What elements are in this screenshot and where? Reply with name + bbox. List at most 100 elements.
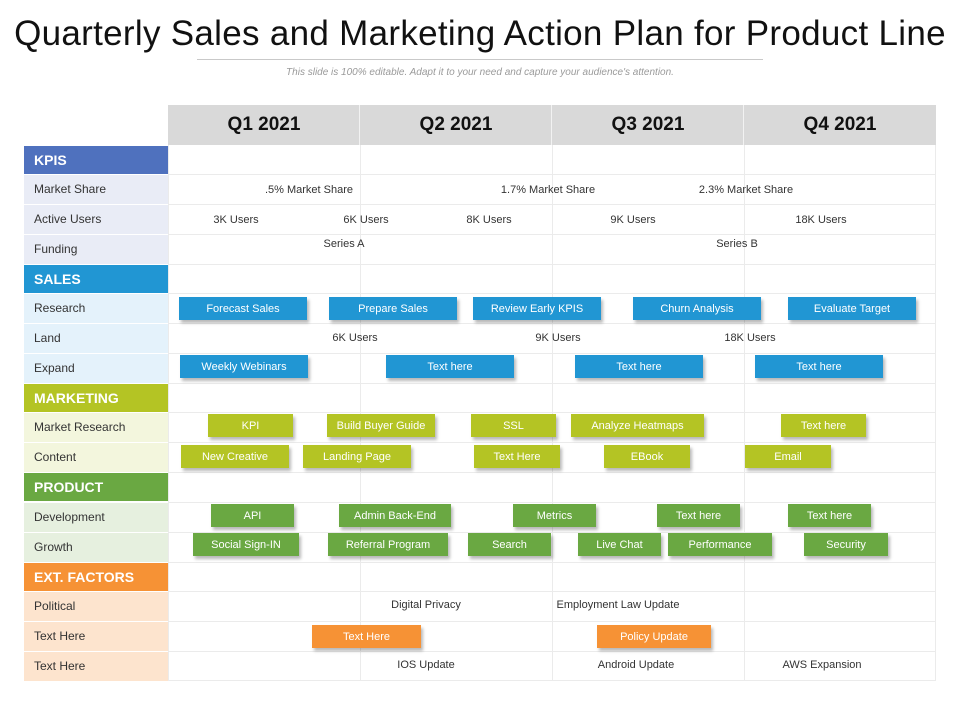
section-header-sales: SALES [24, 265, 168, 293]
row-label-active-users: Active Users [24, 205, 168, 234]
row-label-market-share: Market Share [24, 175, 168, 204]
task-bar[interactable]: Landing Page [303, 445, 411, 468]
external-factor-value: Android Update [597, 659, 675, 671]
external-factor-value: AWS Expansion [782, 659, 862, 671]
grid-line [168, 532, 936, 533]
task-bar[interactable]: Churn Analysis [633, 297, 761, 320]
task-bar[interactable]: Analyze Heatmaps [571, 414, 704, 437]
task-bar[interactable]: Build Buyer Guide [327, 414, 435, 437]
task-bar[interactable]: Email [745, 445, 831, 468]
quarter-header-q1: Q1 2021 [168, 105, 360, 145]
row-label-text-here: Text Here [24, 622, 168, 651]
grid-line [168, 562, 936, 563]
land-value: 9K Users [535, 332, 581, 344]
task-bar[interactable]: Evaluate Target [788, 297, 916, 320]
task-bar[interactable]: Live Chat [578, 533, 661, 556]
row-label-funding: Funding [24, 235, 168, 264]
task-bar[interactable]: Admin Back-End [339, 504, 451, 527]
page-title: Quarterly Sales and Marketing Action Pla… [14, 14, 946, 53]
task-bar[interactable]: Forecast Sales [179, 297, 307, 320]
grid-line [168, 204, 936, 205]
task-bar[interactable]: SSL [471, 414, 556, 437]
title-divider [197, 59, 763, 60]
funding-value: Series B [716, 238, 758, 250]
grid-line [168, 234, 936, 235]
row-label-text-here: Text Here [24, 652, 168, 681]
active-users-value: 8K Users [466, 214, 512, 226]
section-header-product: PRODUCT [24, 473, 168, 501]
active-users-value: 6K Users [343, 214, 389, 226]
funding-value: Series A [323, 238, 365, 250]
task-bar[interactable]: Text Here [312, 625, 421, 648]
grid-line [168, 383, 936, 384]
row-label-market-research: Market Research [24, 413, 168, 442]
grid-line [168, 323, 936, 324]
quarter-header-q4: Q4 2021 [744, 105, 936, 145]
market-share-value: .5% Market Share [264, 184, 354, 196]
row-label-content: Content [24, 443, 168, 472]
task-bar[interactable]: KPI [208, 414, 293, 437]
quarter-header-q3: Q3 2021 [552, 105, 744, 145]
task-bar[interactable]: Text here [755, 355, 883, 378]
row-label-political: Political [24, 592, 168, 621]
task-bar[interactable]: Performance [668, 533, 772, 556]
task-bar[interactable]: Prepare Sales [329, 297, 457, 320]
task-bar[interactable]: Social Sign-IN [193, 533, 299, 556]
task-bar[interactable]: Text here [657, 504, 740, 527]
grid-line [168, 621, 936, 622]
task-bar[interactable]: EBook [604, 445, 690, 468]
section-header-kpis: KPIS [24, 146, 168, 174]
grid-line [168, 264, 936, 265]
active-users-value: 18K Users [795, 214, 847, 226]
row-label-land: Land [24, 324, 168, 353]
row-label-expand: Expand [24, 354, 168, 383]
grid-line [360, 145, 361, 681]
grid-line [168, 145, 169, 681]
section-header-ext-factors: EXT. FACTORS [24, 563, 168, 591]
grid-line [168, 502, 936, 503]
quarter-header-q2: Q2 2021 [360, 105, 552, 145]
quarter-divider [551, 105, 552, 145]
political-value: Digital Privacy [391, 599, 461, 611]
grid-line [168, 174, 936, 175]
active-users-value: 9K Users [610, 214, 656, 226]
task-bar[interactable]: Text here [788, 504, 871, 527]
section-header-marketing: MARKETING [24, 384, 168, 412]
row-label-growth: Growth [24, 533, 168, 562]
external-factor-value: IOS Update [397, 659, 455, 671]
task-bar[interactable]: Text here [575, 355, 703, 378]
task-bar[interactable]: Review Early KPIS [473, 297, 601, 320]
task-bar[interactable]: Metrics [513, 504, 596, 527]
task-bar[interactable]: Search [468, 533, 551, 556]
market-share-value: 2.3% Market Share [698, 184, 794, 196]
grid-line [744, 145, 745, 681]
quarter-divider [743, 105, 744, 145]
task-bar[interactable]: API [211, 504, 294, 527]
grid-line [168, 680, 936, 681]
row-label-research: Research [24, 294, 168, 323]
active-users-value: 3K Users [213, 214, 259, 226]
page-subtitle: This slide is 100% editable. Adapt it to… [286, 67, 674, 78]
task-bar[interactable]: Text Here [474, 445, 560, 468]
quarter-divider [359, 105, 360, 145]
market-share-value: 1.7% Market Share [500, 184, 596, 196]
row-label-development: Development [24, 503, 168, 532]
grid-line [168, 353, 936, 354]
grid-line [168, 442, 936, 443]
political-value: Employment Law Update [556, 599, 680, 611]
grid-line [168, 651, 936, 652]
task-bar[interactable]: Text here [781, 414, 866, 437]
grid-line [168, 293, 936, 294]
land-value: 6K Users [332, 332, 378, 344]
task-bar[interactable]: Referral Program [328, 533, 448, 556]
grid-line [552, 145, 553, 681]
grid-line [168, 591, 936, 592]
task-bar[interactable]: Text here [386, 355, 514, 378]
grid-line [935, 145, 936, 681]
task-bar[interactable]: New Creative [181, 445, 289, 468]
task-bar[interactable]: Weekly Webinars [180, 355, 308, 378]
task-bar[interactable]: Security [804, 533, 888, 556]
grid-line [168, 472, 936, 473]
land-value: 18K Users [724, 332, 776, 344]
task-bar[interactable]: Policy Update [597, 625, 711, 648]
